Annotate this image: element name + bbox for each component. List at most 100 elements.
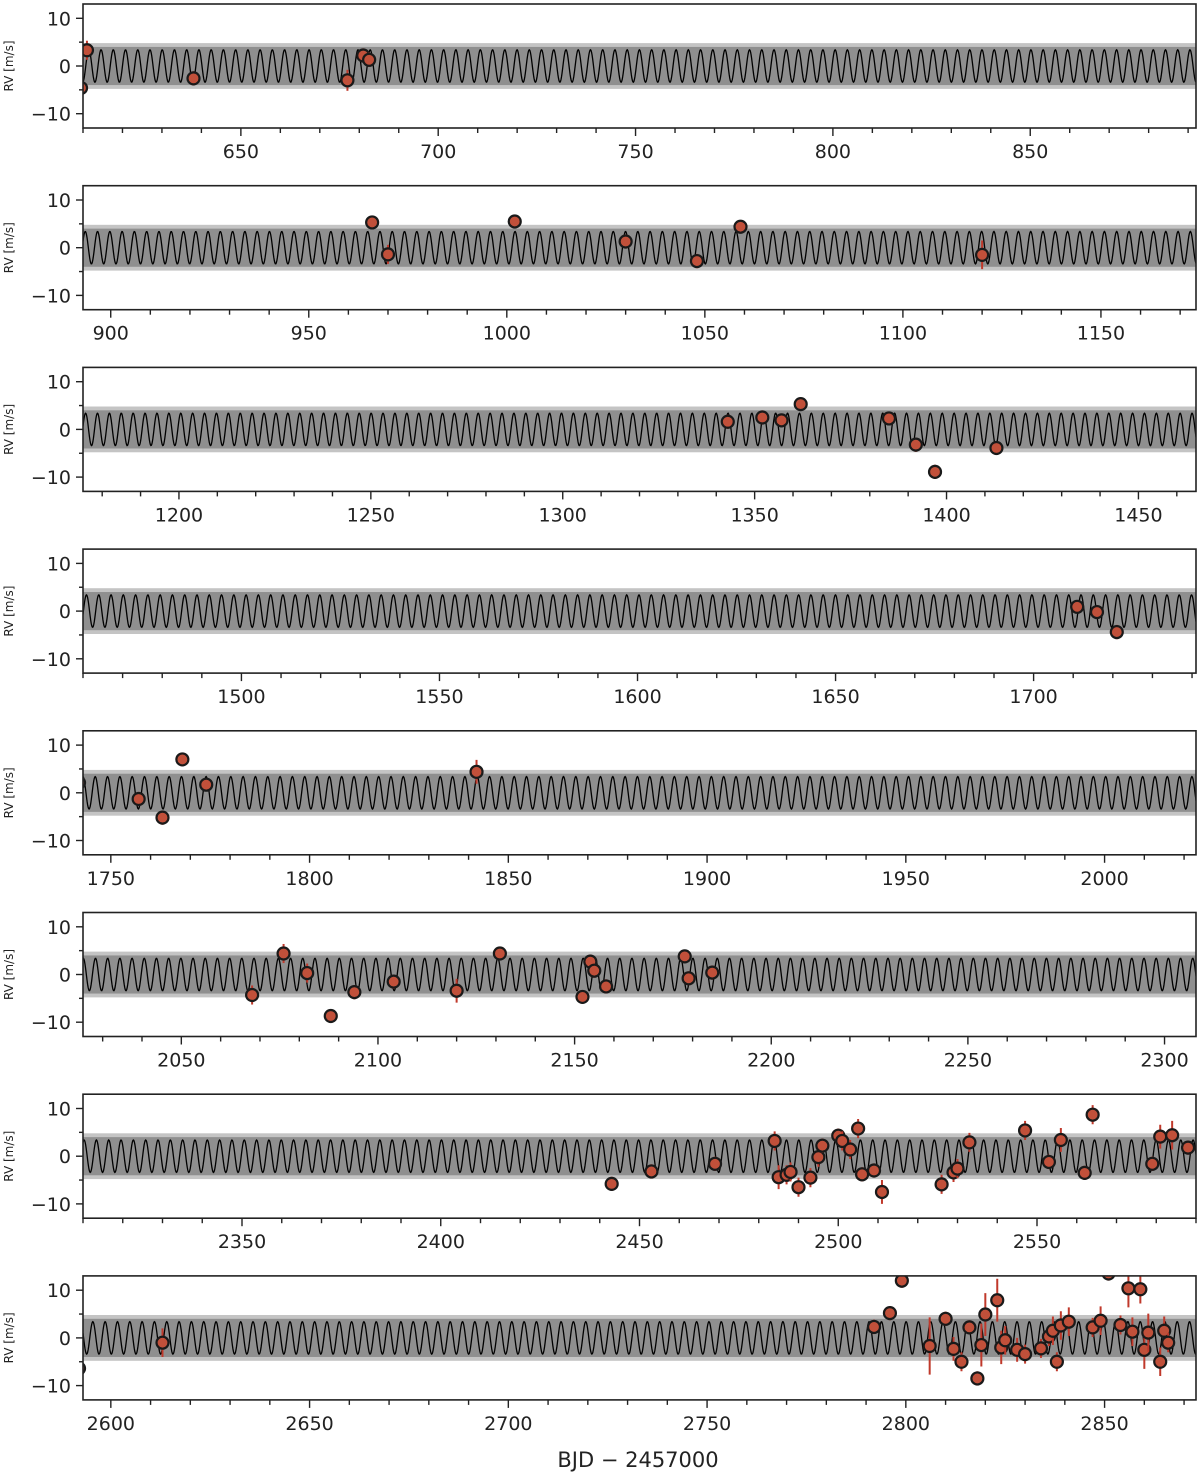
- data-point: [507, 214, 522, 229]
- data-point: [774, 413, 789, 428]
- data-point: [276, 946, 291, 961]
- x-tick-label: 1300: [539, 504, 587, 526]
- data-point: [83, 81, 89, 95]
- data-point: [1077, 1165, 1092, 1180]
- data-point: [938, 1311, 953, 1326]
- data-point: [950, 1161, 965, 1176]
- y-axis-label: RV [m/s]: [2, 586, 16, 637]
- model-curve: [83, 48, 1196, 84]
- data-point: [362, 52, 377, 67]
- data-point: [365, 215, 380, 230]
- y-tick-label: 10: [47, 735, 71, 757]
- data-point: [469, 764, 484, 779]
- panels-group: −10 0 10 RV [m/s] 650 700 750 800 850 −10 0 10 RV [m…: [2, 3, 1197, 1435]
- data-point: [843, 1142, 858, 1157]
- data-point: [1049, 1354, 1064, 1369]
- y-tick-label: −10: [31, 104, 71, 126]
- y-tick-label: −10: [31, 1376, 71, 1398]
- x-tick-label: 1900: [683, 868, 731, 890]
- data-point: [970, 1371, 985, 1386]
- y-axis-label: RV [m/s]: [2, 1131, 16, 1182]
- x-tick-label: 2450: [615, 1231, 663, 1253]
- data-point: [866, 1163, 882, 1178]
- panel-7: −10 0 10 RV [m/s] 2350 2400 2450 2500 2550: [2, 1093, 1197, 1253]
- y-tick-label: −10: [31, 649, 71, 671]
- x-tick-label: 2100: [354, 1050, 402, 1072]
- data-point: [881, 411, 897, 426]
- data-point: [767, 1133, 782, 1149]
- data-point: [720, 414, 735, 429]
- data-point: [689, 253, 705, 269]
- data-point: [1053, 1132, 1068, 1148]
- x-tick-label: 1050: [681, 323, 729, 345]
- data-point: [793, 397, 808, 412]
- x-tick-label: 1200: [155, 504, 203, 526]
- data-point: [380, 247, 396, 262]
- x-tick-label: 1800: [285, 868, 333, 890]
- data-point: [323, 1008, 338, 1024]
- y-tick-label: 10: [47, 372, 71, 394]
- data-point: [835, 1133, 850, 1149]
- y-tick-label: −10: [31, 1194, 71, 1216]
- y-axis-label: RV [m/s]: [2, 40, 16, 91]
- data-point: [83, 43, 95, 58]
- x-tick-label: 2350: [218, 1231, 266, 1253]
- y-tick-label: 0: [59, 56, 71, 78]
- x-tick-label: 2650: [285, 1413, 333, 1435]
- data-point: [1109, 624, 1124, 640]
- data-point: [811, 1150, 826, 1165]
- x-tick-label: 1550: [415, 686, 463, 708]
- x-tick-label: 2400: [417, 1231, 465, 1253]
- y-tick-label: 0: [59, 238, 71, 260]
- data-point: [1041, 1154, 1057, 1170]
- x-tick-label: 2200: [747, 1050, 795, 1072]
- y-tick-label: 0: [59, 601, 71, 623]
- y-tick-label: −10: [31, 467, 71, 489]
- model-band-inner: [83, 46, 1196, 86]
- panel-plot-area: [83, 1105, 1196, 1204]
- data-point: [1165, 1128, 1180, 1143]
- data-point: [1133, 1282, 1148, 1297]
- model-curve: [83, 1320, 1196, 1356]
- model-curve: [83, 230, 1196, 265]
- x-tick-label: 750: [617, 141, 653, 163]
- model-curve: [83, 957, 1196, 992]
- data-point: [989, 440, 1004, 456]
- y-axis-label: RV [m/s]: [2, 949, 16, 1000]
- data-point: [677, 949, 692, 964]
- data-point: [604, 1176, 619, 1191]
- y-tick-label: 10: [47, 1280, 71, 1302]
- data-point: [1085, 1107, 1100, 1122]
- x-tick-label: 2850: [1080, 1413, 1128, 1435]
- data-point: [492, 946, 507, 961]
- x-axis-label: BJD − 2457000: [557, 1448, 718, 1472]
- y-tick-label: −10: [31, 830, 71, 852]
- data-point: [1113, 1317, 1128, 1333]
- x-tick-label: 1600: [613, 686, 661, 708]
- y-tick-label: 0: [59, 1328, 71, 1350]
- data-point: [733, 219, 748, 234]
- data-point: [1180, 1140, 1196, 1155]
- y-tick-label: 10: [47, 553, 71, 575]
- x-tick-label: 1700: [1009, 686, 1057, 708]
- data-point: [340, 73, 355, 88]
- y-tick-label: −10: [31, 1012, 71, 1034]
- x-tick-label: 2050: [157, 1050, 205, 1072]
- data-point: [974, 1337, 989, 1353]
- data-point: [954, 1354, 969, 1369]
- y-tick-label: 10: [47, 917, 71, 939]
- x-tick-label: 950: [291, 323, 327, 345]
- y-axis-label: RV [m/s]: [2, 767, 16, 818]
- data-point: [975, 247, 990, 262]
- x-tick-label: 2300: [1140, 1050, 1188, 1072]
- data-point: [874, 1184, 890, 1200]
- data-point: [449, 983, 464, 998]
- data-point: [175, 752, 190, 767]
- x-tick-label: 1150: [1077, 323, 1125, 345]
- y-axis-label: RV [m/s]: [2, 404, 16, 455]
- panel-plot-area: [83, 1275, 1196, 1386]
- data-point: [866, 1319, 882, 1335]
- data-point: [791, 1180, 806, 1195]
- data-point: [1093, 1313, 1108, 1328]
